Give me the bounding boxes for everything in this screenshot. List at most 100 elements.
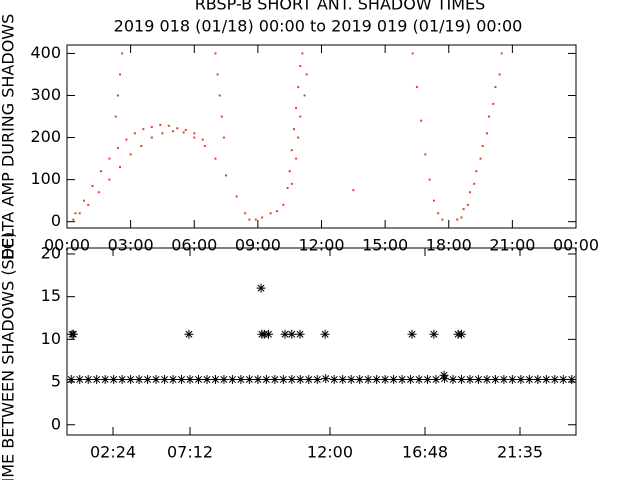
data-point bbox=[439, 370, 449, 380]
data-point bbox=[567, 374, 577, 384]
data-point bbox=[74, 212, 77, 215]
data-point bbox=[558, 374, 568, 384]
y-tick-label: 15 bbox=[41, 286, 61, 305]
data-point bbox=[125, 138, 128, 141]
data-point bbox=[220, 115, 223, 118]
data-point bbox=[498, 73, 501, 76]
y-tick-label: 200 bbox=[30, 127, 61, 146]
data-point bbox=[269, 212, 272, 215]
data-point bbox=[203, 144, 206, 147]
data-point bbox=[428, 178, 431, 181]
data-point bbox=[193, 136, 196, 139]
data-point bbox=[256, 283, 266, 293]
data-point bbox=[214, 52, 217, 55]
data-point bbox=[184, 128, 187, 131]
data-point bbox=[490, 374, 500, 384]
data-point bbox=[270, 374, 280, 384]
data-point bbox=[126, 374, 136, 384]
data-point bbox=[202, 374, 212, 384]
data-point bbox=[482, 374, 492, 384]
data-point bbox=[460, 216, 463, 219]
x-tick-label: 00:00 bbox=[553, 236, 599, 255]
data-point bbox=[488, 115, 491, 118]
data-point bbox=[244, 374, 254, 384]
data-point bbox=[150, 136, 153, 139]
data-point bbox=[295, 329, 305, 339]
data-point bbox=[201, 138, 204, 141]
data-point bbox=[119, 73, 122, 76]
data-point bbox=[406, 374, 416, 384]
data-point bbox=[479, 157, 482, 160]
data-point bbox=[295, 374, 305, 384]
data-point bbox=[168, 374, 178, 384]
data-point bbox=[389, 374, 399, 384]
data-point bbox=[108, 178, 111, 181]
data-point bbox=[429, 329, 439, 339]
data-point bbox=[129, 153, 132, 156]
data-point bbox=[431, 374, 441, 384]
data-point bbox=[414, 374, 424, 384]
data-point bbox=[290, 149, 293, 152]
data-point bbox=[99, 170, 102, 173]
y-tick-label: 100 bbox=[30, 169, 61, 188]
plot-frame bbox=[66, 247, 577, 436]
data-point bbox=[397, 374, 407, 384]
data-point bbox=[292, 128, 295, 131]
data-point bbox=[423, 374, 433, 384]
data-point bbox=[372, 374, 382, 384]
data-point bbox=[346, 374, 356, 384]
data-point bbox=[176, 127, 179, 130]
data-point bbox=[261, 216, 264, 219]
data-point bbox=[481, 144, 484, 147]
data-point bbox=[109, 374, 119, 384]
data-point bbox=[355, 374, 365, 384]
data-point bbox=[437, 212, 440, 215]
data-point bbox=[420, 119, 423, 122]
data-point bbox=[117, 374, 127, 384]
data-point bbox=[492, 102, 495, 105]
data-point bbox=[524, 374, 534, 384]
data-point bbox=[116, 147, 119, 150]
data-point bbox=[287, 374, 297, 384]
data-point bbox=[121, 52, 124, 55]
data-point bbox=[448, 374, 458, 384]
data-point bbox=[159, 123, 162, 126]
x-tick-label: 12:00 bbox=[307, 443, 353, 462]
data-point bbox=[222, 136, 225, 139]
data-point bbox=[253, 374, 263, 384]
data-point bbox=[485, 132, 488, 135]
x-tick-label: 16:48 bbox=[402, 443, 448, 462]
data-point bbox=[78, 212, 81, 215]
data-point bbox=[456, 329, 466, 339]
x-tick-label: 03:00 bbox=[108, 236, 154, 255]
data-point bbox=[108, 157, 111, 160]
y-tick-label: 0 bbox=[51, 414, 61, 433]
data-point bbox=[432, 199, 435, 202]
data-point bbox=[499, 374, 509, 384]
x-tick-label: 09:00 bbox=[235, 236, 281, 255]
data-point bbox=[468, 191, 471, 194]
y-axis-label: TIME BETWEEN SHADOWS (SEC) bbox=[0, 232, 18, 480]
data-point bbox=[304, 374, 314, 384]
data-point bbox=[290, 182, 293, 185]
data-point bbox=[134, 374, 144, 384]
data-point bbox=[214, 157, 217, 160]
chart-subtitle: 2019 018 (01/18) 00:00 to 2019 019 (01/1… bbox=[114, 17, 523, 36]
data-point bbox=[75, 374, 85, 384]
data-point bbox=[182, 131, 185, 134]
data-point bbox=[441, 218, 444, 221]
chart-title: RBSP-B SHORT ANT. SHADOW TIMES bbox=[195, 0, 486, 14]
y-tick-label: 20 bbox=[41, 243, 61, 262]
data-point bbox=[92, 374, 102, 384]
data-point bbox=[507, 374, 517, 384]
data-point bbox=[219, 374, 229, 384]
data-point bbox=[380, 374, 390, 384]
data-point bbox=[415, 86, 418, 89]
y-axis-label: DELTA AMP DURING SHADOWS bbox=[0, 14, 18, 261]
data-point bbox=[288, 170, 291, 173]
data-point bbox=[301, 52, 304, 55]
data-point bbox=[466, 203, 469, 206]
data-point bbox=[338, 374, 348, 384]
data-point bbox=[533, 374, 543, 384]
